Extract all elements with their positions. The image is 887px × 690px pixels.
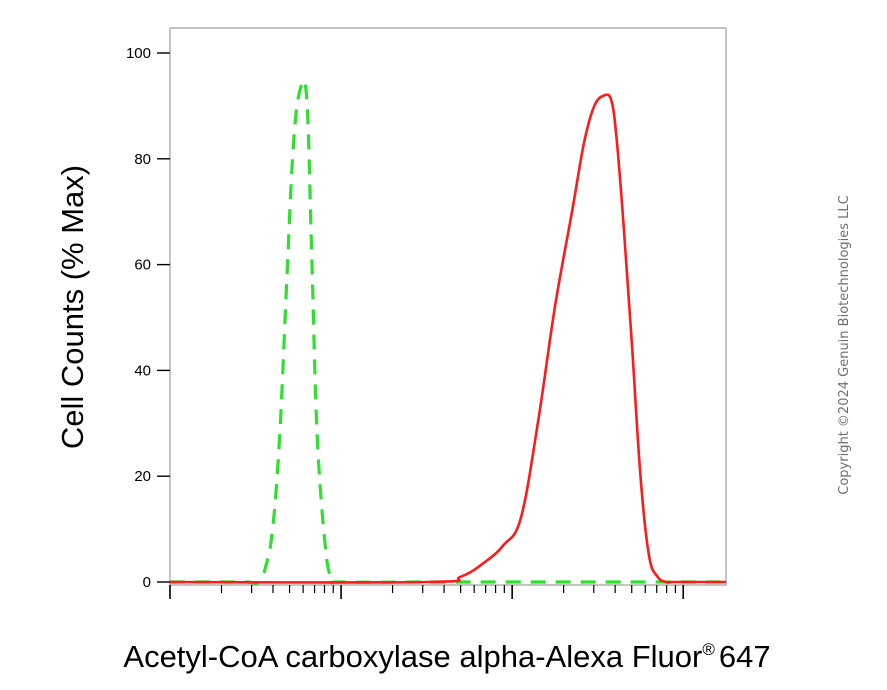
x-axis-title-suffix: 647 [719, 639, 771, 674]
y-tick-label: 20 [134, 468, 151, 485]
x-axis [169, 585, 685, 599]
y-tick-label: 80 [134, 151, 151, 168]
x-axis-title-mark: ® [702, 640, 715, 659]
sample-histogram-line [169, 93, 726, 584]
y-tick-label: 60 [134, 257, 151, 274]
x-axis-title-main: Acetyl-CoA carboxylase alpha-Alexa Fluor [123, 639, 702, 674]
plot-frame [169, 27, 727, 586]
x-axis-title: Acetyl-CoA carboxylase alpha-Alexa Fluor… [123, 639, 770, 674]
y-axis-title: Cell Counts (% Max) [55, 165, 90, 449]
series-group [169, 78, 726, 585]
y-tick-label: 0 [143, 574, 151, 591]
y-tick-label: 100 [126, 45, 151, 62]
control-histogram-line [169, 78, 726, 585]
copyright-watermark: Copyright ©2024 Genuin Biotechnologies L… [837, 195, 852, 494]
y-tick-label: 40 [134, 362, 151, 379]
y-axis: 0 20 40 60 80 100 [126, 45, 170, 591]
